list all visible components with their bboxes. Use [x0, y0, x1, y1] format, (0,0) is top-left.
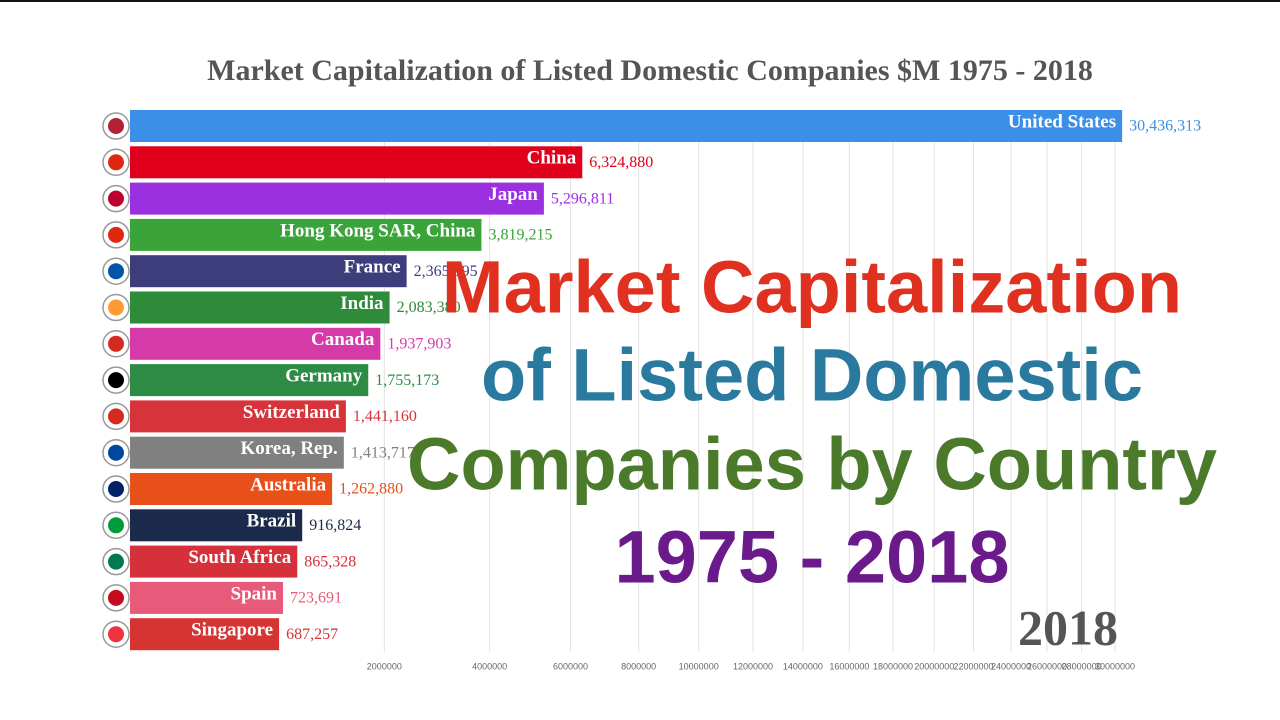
flag-icon-center: [108, 517, 124, 534]
bar: [130, 473, 333, 505]
value-label: 1,262,880: [339, 481, 403, 498]
bar: [130, 509, 303, 542]
bar: [130, 255, 407, 288]
value-label: 6,324,880: [589, 154, 653, 171]
overlay-title: Companies by Country: [407, 423, 1217, 506]
value-label: 687,257: [286, 626, 338, 643]
bar: [130, 436, 344, 469]
x-tick-label: 24000000: [991, 661, 1031, 671]
bar-label: Australia: [250, 474, 327, 495]
value-label: 1,937,903: [387, 335, 451, 352]
bar-label: South Africa: [188, 547, 291, 568]
flag-icon-center: [108, 263, 124, 280]
value-label: 1,755,173: [375, 372, 439, 389]
bar-label: India: [340, 293, 384, 314]
value-label: 916,824: [309, 517, 361, 534]
bar: [130, 400, 346, 433]
flag-icon-center: [108, 190, 124, 207]
flag-icon-center: [108, 444, 124, 461]
x-tick-label: 10000000: [679, 661, 719, 671]
value-label: 30,436,313: [1129, 118, 1201, 135]
flag-icon-center: [108, 589, 124, 606]
flag-icon-center: [108, 408, 124, 425]
flag-icon-center: [108, 626, 124, 643]
bar: [130, 618, 280, 651]
value-label: 2,083,380: [397, 299, 461, 316]
x-tick-label: 18000000: [873, 661, 913, 671]
x-tick-label: 8000000: [621, 661, 656, 671]
bar: [130, 182, 544, 215]
bar-label: Hong Kong SAR, China: [280, 220, 476, 241]
bar: [130, 110, 1123, 142]
flag-icon-center: [108, 335, 124, 352]
flag-icon-center: [108, 118, 124, 134]
bar: [130, 327, 381, 360]
overlay-title: 1975 - 2018: [614, 516, 1009, 599]
x-tick-label: 6000000: [553, 661, 588, 671]
value-label: 5,296,811: [551, 190, 614, 207]
x-tick-label: 4000000: [472, 661, 507, 671]
year-label: 2018: [1018, 599, 1118, 655]
bar-label: Singapore: [191, 620, 273, 641]
x-tick-label: 14000000: [783, 661, 823, 671]
flag-icon-center: [108, 372, 124, 389]
flag-icon-center: [108, 553, 124, 570]
flag-icon-center: [108, 226, 124, 243]
x-tick-label: 28000000: [1062, 661, 1102, 671]
bar: [130, 545, 298, 578]
flag-icon-center: [108, 154, 124, 171]
bar-label: Japan: [488, 184, 538, 205]
bar-label: United States: [1008, 111, 1116, 132]
overlay-title: Market Capitalization: [442, 246, 1182, 329]
value-label: 723,691: [290, 590, 342, 607]
flag-icon-center: [108, 481, 124, 497]
bar-label: Switzerland: [243, 402, 341, 423]
x-tick-label: 2000000: [367, 661, 402, 671]
x-tick-label: 16000000: [829, 661, 869, 671]
bar: [130, 291, 390, 324]
x-tick-label: 26000000: [1027, 661, 1067, 671]
x-tick-label: 20000000: [914, 661, 954, 671]
bar: [130, 218, 482, 251]
flag-icon-center: [108, 299, 124, 316]
bar-label: China: [527, 148, 577, 169]
overlay-title: of Listed Domestic: [481, 334, 1143, 417]
bar-label: Spain: [231, 583, 278, 604]
value-label: 1,413,717: [351, 444, 415, 461]
bar: [130, 146, 583, 179]
top-border: [0, 0, 1280, 2]
value-label: 1,441,160: [353, 408, 417, 425]
x-tick-label: 12000000: [733, 661, 773, 671]
value-label: 3,819,215: [488, 227, 552, 244]
x-tick-label: 30000000: [1095, 661, 1135, 671]
bar-label: Germany: [285, 365, 363, 386]
bar-label: France: [344, 257, 401, 278]
value-label: 865,328: [304, 553, 356, 570]
bar-label: Canada: [311, 329, 375, 350]
x-tick-label: 22000000: [953, 661, 993, 671]
bar-label: Korea, Rep.: [241, 438, 338, 459]
value-label: 2,365,995: [414, 263, 478, 280]
bar: [130, 581, 283, 614]
chart-title: Market Capitalization of Listed Domestic…: [207, 54, 1093, 87]
bar: [130, 364, 369, 397]
bar-label: Brazil: [247, 511, 297, 532]
